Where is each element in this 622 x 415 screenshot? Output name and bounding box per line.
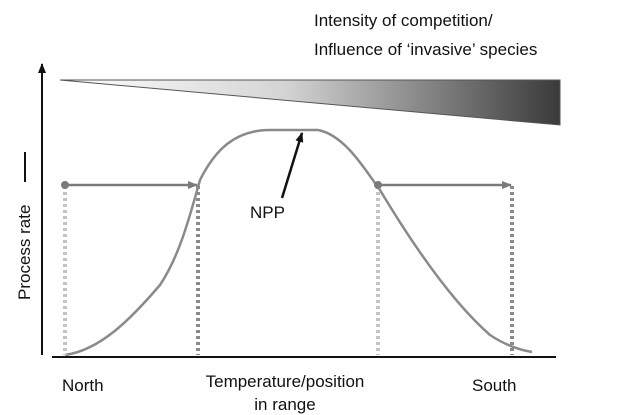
x-left-label: North <box>62 376 104 395</box>
header-line: Influence of ‘invasive’ species <box>314 40 537 59</box>
curve-label: NPP <box>250 203 285 222</box>
y-axis-label: Process rate <box>15 205 34 300</box>
x-axis-label: in range <box>254 395 315 414</box>
npp-curve <box>64 128 533 357</box>
x-right-label: South <box>472 376 516 395</box>
curve-label-arrow <box>280 132 304 199</box>
competition-wedge <box>59 79 561 126</box>
header-line: Intensity of competition/ <box>314 11 493 30</box>
x-axis-label: Temperature/position <box>206 372 365 391</box>
